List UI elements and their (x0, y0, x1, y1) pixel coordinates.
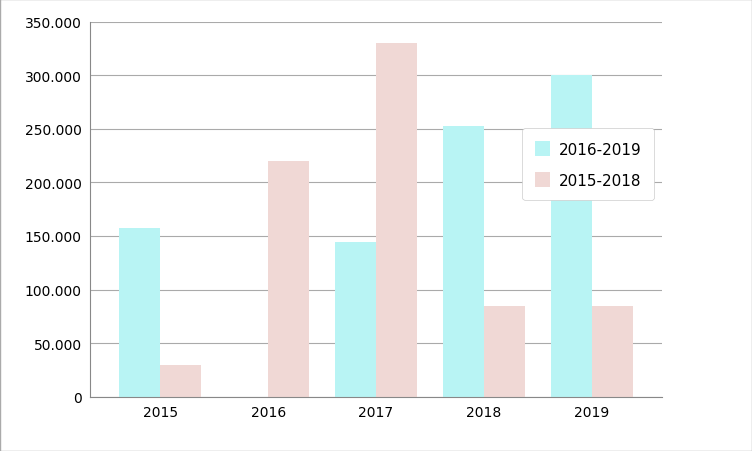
Bar (484, 306, 525, 397)
Bar (550, 76, 592, 397)
Bar (376, 44, 417, 397)
Bar (335, 243, 376, 397)
Bar (443, 126, 484, 397)
Bar (160, 365, 202, 397)
Bar (592, 306, 632, 397)
Bar (120, 229, 160, 397)
Bar (268, 161, 309, 397)
Legend: 2016-2019, 2015-2018: 2016-2019, 2015-2018 (523, 129, 654, 201)
